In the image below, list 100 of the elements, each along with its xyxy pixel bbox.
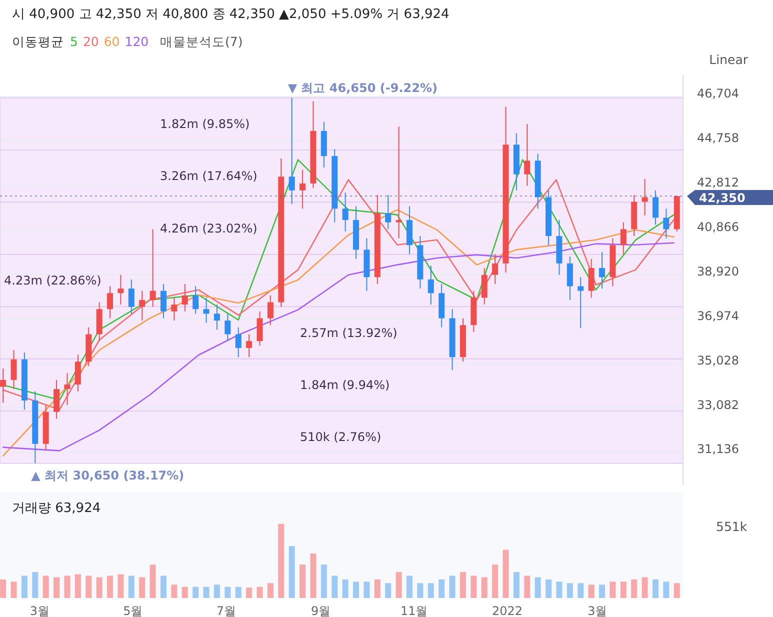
bar	[631, 579, 638, 598]
bar	[224, 586, 231, 598]
bar	[396, 572, 402, 598]
candlestick	[256, 310, 263, 346]
x-tick-label: 11월	[400, 604, 428, 617]
candlestick	[588, 258, 594, 298]
candlestick	[396, 126, 402, 239]
bar	[267, 583, 274, 598]
candlestick	[150, 228, 156, 308]
bar	[246, 588, 252, 598]
bar	[288, 546, 295, 598]
annotation: ▼ 최고 46,650 (-9.22%)	[288, 80, 438, 95]
candlestick	[246, 334, 252, 358]
bar	[160, 576, 166, 598]
bar	[620, 582, 626, 598]
bar	[32, 572, 38, 598]
bar	[502, 550, 509, 598]
x-tick-label: 9월	[311, 604, 331, 617]
bar	[406, 576, 412, 598]
bar	[385, 583, 392, 598]
candlestick	[224, 313, 231, 342]
y-tick-label: 33,082	[697, 398, 739, 412]
candlestick	[652, 190, 658, 226]
candlestick	[10, 350, 17, 390]
candlestick	[54, 379, 60, 420]
bar	[300, 564, 306, 598]
bar	[332, 576, 338, 598]
candlestick	[74, 354, 81, 392]
y-tick-label: 36,974	[697, 308, 739, 323]
bar	[492, 564, 498, 598]
bar	[86, 576, 92, 598]
candlestick	[481, 268, 488, 306]
candlestick	[288, 97, 295, 205]
bar	[513, 572, 520, 598]
bar	[256, 586, 263, 598]
x-tick-label: 2022	[492, 604, 523, 617]
candlestick	[642, 178, 648, 216]
bar	[674, 583, 680, 598]
bar	[150, 564, 156, 598]
candlestick	[0, 368, 6, 404]
bar	[235, 586, 242, 598]
candlestick	[599, 252, 606, 290]
y-tick-label: 35,028	[697, 353, 739, 368]
bar	[320, 564, 327, 598]
bar	[578, 583, 584, 598]
y-tick-label: 42,812	[697, 176, 739, 190]
bar	[139, 577, 146, 598]
candlestick	[235, 326, 242, 358]
bar	[449, 576, 456, 598]
bar	[438, 579, 445, 598]
bar	[96, 577, 102, 598]
bar	[417, 583, 424, 598]
candlestick	[192, 286, 199, 314]
bar	[64, 576, 70, 598]
bar	[524, 576, 530, 598]
y-tick-label: 31,136	[697, 442, 739, 456]
candlestick	[620, 222, 626, 255]
bar	[642, 577, 648, 598]
bar	[54, 577, 60, 598]
ref-line-label: 42,350	[699, 191, 746, 206]
bar	[428, 583, 434, 598]
candlestick	[128, 278, 134, 314]
bar	[663, 582, 670, 598]
bar	[214, 584, 220, 598]
annotation: ▲ 최저 30,650 (38.17%)	[31, 468, 184, 482]
x-tick-label: 5월	[123, 604, 143, 617]
bar	[470, 576, 477, 598]
x-tick-label: 7월	[216, 604, 236, 617]
bar	[652, 579, 658, 598]
band-label: 4.26m (23.02%)	[160, 221, 258, 236]
candlestick	[663, 208, 670, 239]
candlestick	[160, 283, 166, 319]
candlestick	[64, 372, 70, 406]
bar	[278, 524, 284, 598]
band-label: 3.26m (17.64%)	[160, 169, 258, 184]
band-label: 2.57m (13.92%)	[300, 326, 398, 340]
chart-title: 거래량 63,924	[12, 501, 101, 516]
bar	[42, 576, 49, 598]
bar	[0, 579, 6, 598]
text: 매물분석도(7)	[160, 34, 243, 49]
band-label: 4.23m (22.86%)	[4, 274, 102, 288]
bar	[342, 579, 348, 598]
y-tick-label: 38,920	[697, 264, 739, 278]
x-tick-label: 3월	[30, 604, 50, 617]
bar	[118, 574, 124, 598]
bar	[481, 577, 488, 598]
bar	[128, 576, 134, 598]
line-series	[2, 242, 674, 452]
bar	[534, 577, 541, 598]
bar	[310, 553, 316, 598]
band-label: 510k (2.76%)	[300, 430, 382, 444]
bar	[107, 576, 114, 598]
bar	[10, 582, 17, 598]
candlestick	[428, 265, 434, 306]
bar	[203, 586, 210, 598]
bar	[546, 579, 552, 598]
bar	[192, 586, 199, 598]
candlestick	[118, 274, 124, 306]
candlestick	[492, 254, 498, 284]
candlestick	[182, 283, 188, 312]
